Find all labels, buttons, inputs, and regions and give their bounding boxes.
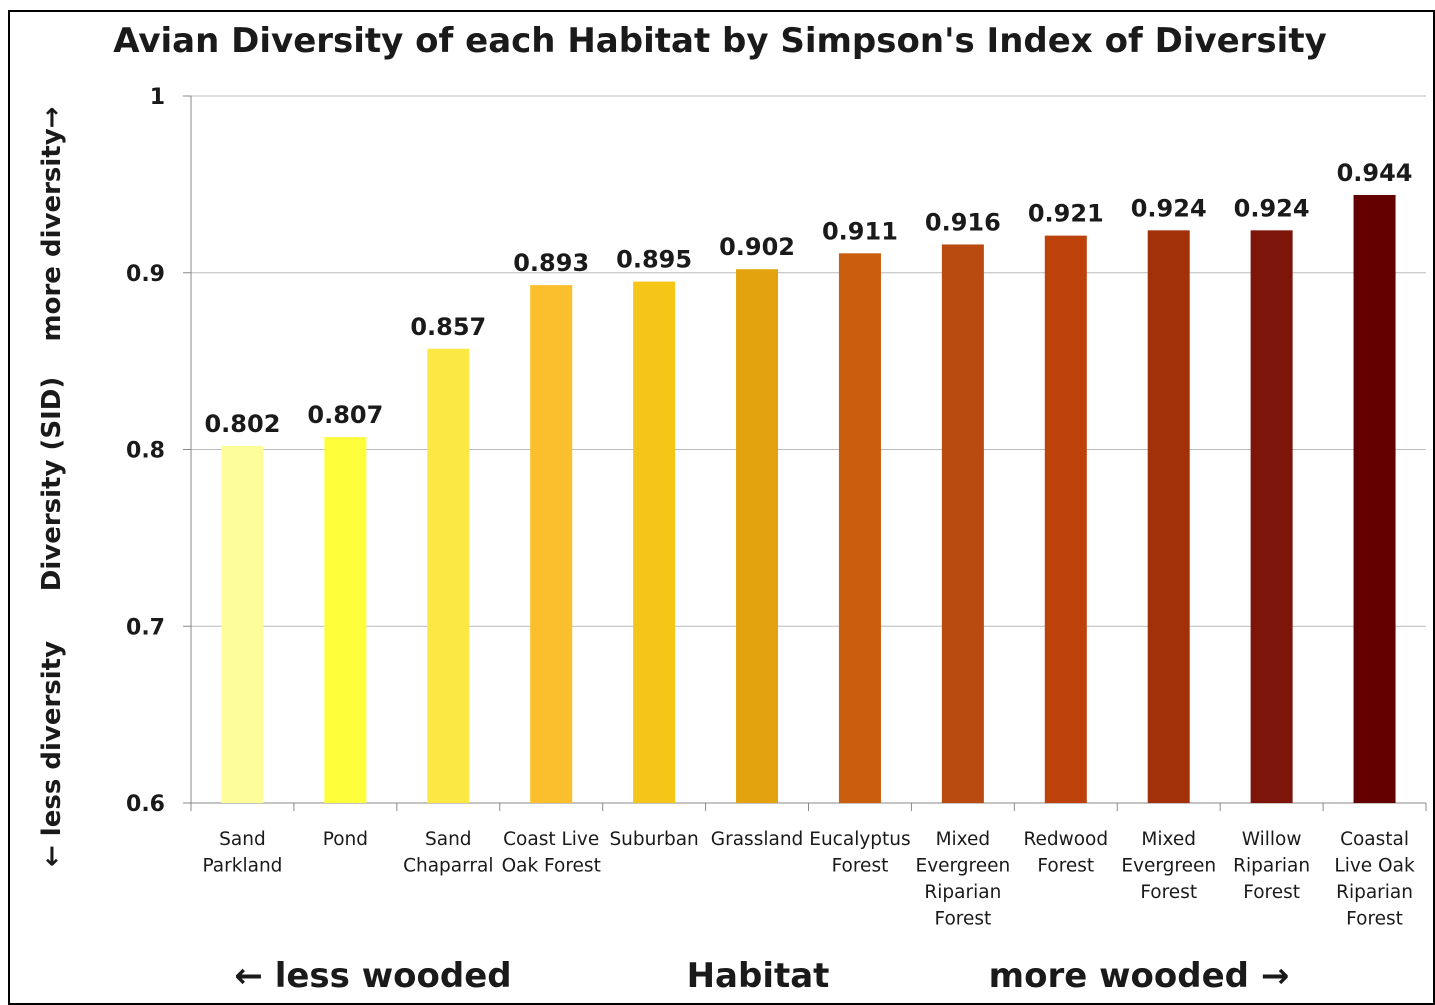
y-tick-labels: 0.6 0.7 0.8 0.9 1 [126, 85, 165, 817]
bar [1044, 235, 1087, 803]
x-category-label: Sand Chaparral [403, 829, 493, 877]
y-tick-label: 0.9 [126, 262, 165, 287]
bar [530, 285, 573, 803]
x-category-label: Mixed Evergreen Riparian Forest [916, 829, 1011, 930]
y-axis-label-mid: Diversity (SID) [37, 377, 67, 591]
x-axis-label-right: more wooded → [989, 956, 1290, 996]
data-label: 0.924 [1131, 194, 1207, 222]
bar [221, 445, 264, 803]
bar [1147, 230, 1190, 803]
bar [941, 244, 984, 804]
x-axis-label-left: ← less wooded [234, 956, 511, 996]
bar [1353, 194, 1396, 804]
x-axis-label-mid: Habitat [687, 956, 830, 996]
data-label: 0.902 [719, 233, 795, 261]
y-tick-label: 0.6 [126, 792, 165, 817]
bar [427, 348, 470, 803]
data-label: 0.924 [1234, 194, 1310, 222]
y-axis-title: ← less diversity Diversity (SID) more di… [37, 107, 67, 868]
y-axis-label-low: ← less diversity [37, 641, 67, 867]
data-label: 0.857 [410, 313, 486, 341]
x-category-label: Sand Parkland [202, 829, 282, 877]
bar [736, 269, 779, 804]
data-label: 0.893 [513, 249, 589, 277]
x-category-label: Grassland [711, 829, 804, 850]
bar [1250, 230, 1293, 803]
x-category-label: Coast Live Oak Forest [502, 829, 601, 877]
x-category-label: Eucalyptus Forest [809, 829, 910, 877]
y-tick-label: 0.7 [126, 615, 165, 640]
data-label: 0.895 [616, 246, 692, 274]
bars: 0.802 0.807 0.857 0.893 0.895 0.902 0.911 0.916… [204, 159, 1413, 804]
x-category-label: Coastal Live Oak Riparian Forest [1334, 829, 1415, 930]
bar [324, 437, 367, 803]
bar [633, 281, 676, 803]
chart-title: Avian Diversity of each Habitat by Simps… [113, 21, 1327, 61]
data-label: 0.807 [307, 401, 383, 429]
x-category-label: Redwood Forest [1023, 829, 1108, 877]
data-label: 0.916 [925, 208, 1001, 236]
y-axis-label-high: more diversity→ [37, 107, 67, 342]
data-label: 0.802 [204, 410, 280, 438]
x-axis-title: ← less wooded Habitat more wooded → [234, 956, 1289, 996]
x-category-label: Mixed Evergreen Forest [1121, 829, 1216, 903]
x-category-label: Pond [323, 829, 368, 850]
y-tick-label: 1 [150, 85, 165, 110]
data-label: 0.921 [1028, 200, 1104, 228]
gridlines [183, 95, 1427, 811]
x-category-label: Willow Riparian Forest [1233, 829, 1310, 903]
data-label: 0.944 [1337, 159, 1413, 187]
data-label: 0.911 [822, 217, 898, 245]
x-category-label: Suburban [609, 829, 698, 850]
bar [838, 253, 881, 803]
y-tick-label: 0.8 [126, 439, 165, 464]
